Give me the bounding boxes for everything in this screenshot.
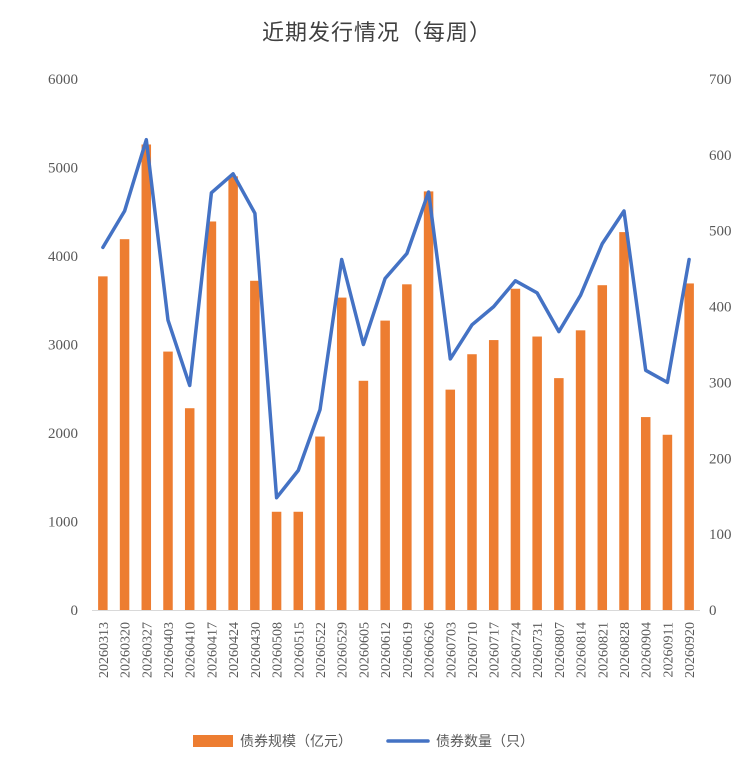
line-series	[101, 137, 691, 500]
bar	[184, 408, 195, 610]
bar	[250, 280, 260, 610]
bar	[467, 354, 477, 610]
bar	[315, 436, 325, 610]
left-y-axis: 0 1000 2000 3000 4000 5000 6000	[48, 72, 78, 619]
x-tick-label: 20260731	[531, 622, 546, 678]
left-y-tick-label: 5000	[48, 161, 78, 177]
bar	[358, 380, 369, 610]
legend: 债券规模（亿元） 债券数量（只）	[193, 734, 534, 750]
bar	[532, 336, 542, 610]
left-y-tick-label: 0	[71, 603, 79, 619]
bar	[423, 191, 434, 610]
right-y-tick-label: 200	[709, 451, 732, 467]
right-y-tick-label: 400	[709, 300, 732, 316]
x-tick-label: 20260430	[249, 622, 264, 678]
x-tick-label: 20260417	[205, 622, 220, 678]
right-y-tick-label: 300	[709, 375, 732, 391]
x-tick-label: 20260320	[119, 622, 134, 678]
bar	[619, 232, 629, 611]
left-y-tick-label: 6000	[48, 72, 78, 88]
bar	[640, 417, 651, 610]
x-tick-label: 20260807	[553, 622, 568, 678]
x-tick-label: 20260904	[640, 622, 655, 678]
bar	[119, 239, 130, 610]
bar	[575, 330, 586, 610]
line-path	[101, 137, 691, 500]
x-tick-label: 20260911	[661, 622, 676, 677]
right-y-tick-label: 100	[709, 527, 732, 543]
x-axis: 20260313 20260320 20260327 20260403 20260410…	[97, 622, 698, 678]
chart-title: 近期发行情况（每周）	[262, 21, 492, 46]
x-tick-label: 20260424	[227, 622, 242, 678]
bar	[402, 284, 412, 610]
bar	[662, 434, 673, 610]
bar	[336, 297, 347, 610]
legend-label: 债券规模（亿元）	[240, 734, 352, 750]
x-tick-label: 20260703	[444, 622, 459, 678]
bar	[510, 288, 521, 610]
bar	[293, 511, 304, 610]
bar	[684, 283, 694, 610]
x-tick-label: 20260327	[140, 622, 155, 678]
x-tick-label: 20260828	[618, 622, 633, 678]
x-tick-label: 20260821	[596, 622, 611, 678]
legend-label: 债券数量（只）	[436, 734, 534, 750]
x-tick-label: 20260522	[314, 622, 329, 678]
right-y-tick-label: 500	[709, 224, 732, 240]
x-tick-label: 20260515	[292, 622, 307, 678]
right-y-tick-label: 600	[709, 148, 732, 164]
x-tick-label: 20260920	[683, 622, 698, 678]
legend-bar-swatch	[193, 735, 233, 747]
right-y-axis: 0 100 200 300 400 500 600 700	[709, 72, 732, 619]
right-y-tick-label: 700	[709, 72, 732, 88]
x-tick-label: 20260724	[509, 622, 524, 678]
x-tick-label: 20260626	[423, 622, 438, 678]
x-tick-label: 20260605	[357, 622, 372, 678]
bar	[98, 276, 108, 610]
bar	[206, 221, 217, 611]
bar	[163, 351, 173, 610]
x-tick-label: 20260529	[336, 622, 351, 678]
bar	[380, 320, 390, 610]
x-tick-label: 20260403	[162, 622, 177, 678]
bar	[554, 378, 564, 610]
left-y-tick-label: 4000	[48, 249, 78, 265]
bar-series	[98, 144, 694, 611]
x-tick-label: 20260619	[401, 622, 416, 678]
left-y-tick-label: 3000	[48, 338, 78, 354]
x-tick-label: 20260814	[575, 622, 590, 678]
bar	[141, 144, 152, 611]
bar	[271, 511, 282, 610]
bar	[488, 340, 499, 610]
bar	[445, 389, 456, 610]
bar	[597, 285, 608, 610]
right-y-tick-label: 0	[709, 603, 717, 619]
x-tick-label: 20260612	[379, 622, 394, 678]
left-y-tick-label: 2000	[48, 426, 78, 442]
x-tick-label: 20260410	[184, 622, 199, 678]
bar	[228, 176, 238, 610]
x-tick-label: 20260717	[488, 622, 503, 678]
left-y-tick-label: 1000	[48, 515, 78, 531]
x-tick-label: 20260710	[466, 622, 481, 678]
x-tick-label: 20260508	[271, 622, 286, 678]
x-tick-label: 20260313	[97, 622, 112, 678]
